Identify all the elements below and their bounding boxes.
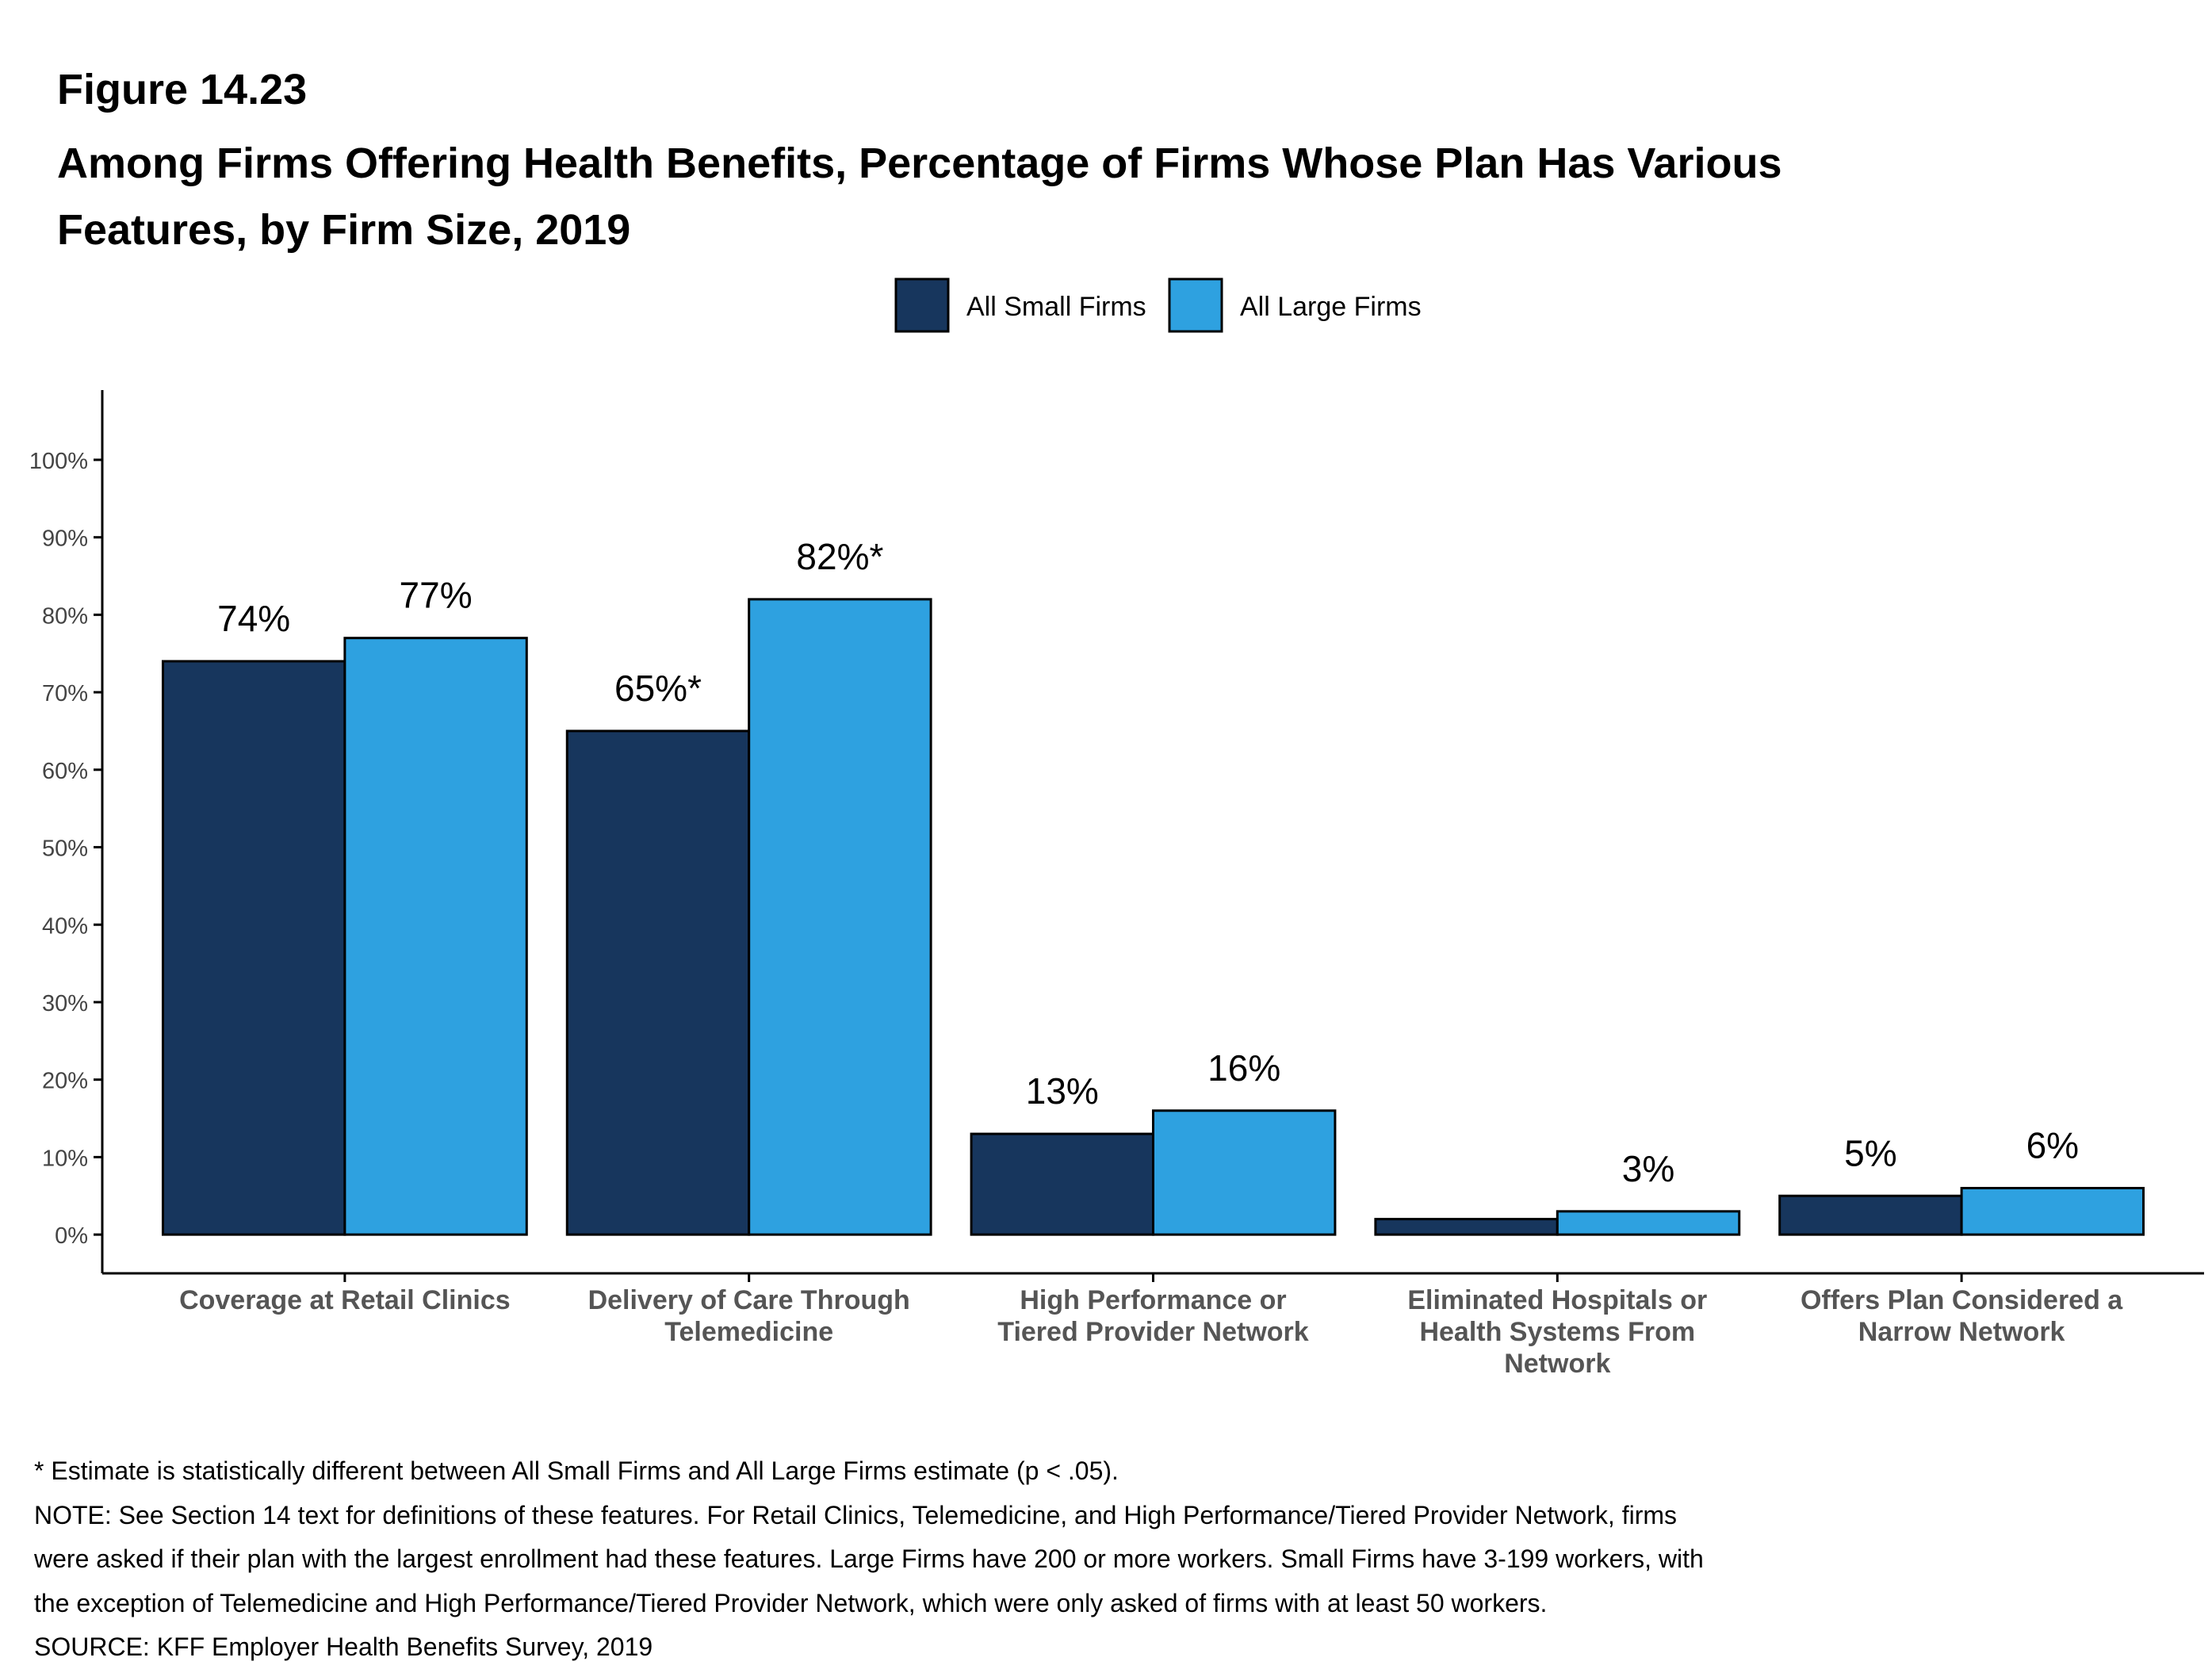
y-tick-label: 30% <box>42 991 88 1016</box>
footnote: * Estimate is statistically different be… <box>34 1456 1119 1485</box>
bar <box>1556 1210 1741 1236</box>
legend-label: All Small Firms <box>966 292 1146 322</box>
value-label: 13% <box>1026 1070 1099 1112</box>
footnote: the exception of Telemedicine and High P… <box>34 1588 1548 1617</box>
value-label: 65%* <box>614 668 702 709</box>
y-tick-label: 0% <box>55 1223 88 1249</box>
value-label: 16% <box>1207 1047 1280 1089</box>
bar <box>1960 1187 2145 1236</box>
y-tick-label: 80% <box>42 603 88 629</box>
value-label: 74% <box>217 598 290 639</box>
x-tick-label: Eliminated Hospitals or Health Systems F… <box>1407 1285 1708 1379</box>
bar <box>748 598 932 1236</box>
y-tick-label: 70% <box>42 681 88 706</box>
bar <box>1152 1109 1337 1236</box>
y-tick-label: 20% <box>42 1069 88 1094</box>
bar <box>343 637 528 1236</box>
footnote: were asked if their plan with the larges… <box>34 1544 1704 1573</box>
y-tick-label: 50% <box>42 836 88 862</box>
value-label: 6% <box>2026 1125 2079 1166</box>
bar <box>1778 1194 1963 1236</box>
footnote: NOTE: See Section 14 text for definition… <box>34 1500 1677 1529</box>
legend-swatch <box>894 278 950 333</box>
y-tick-label: 60% <box>42 759 88 784</box>
y-tick-label: 10% <box>42 1146 88 1171</box>
legend-swatch <box>1168 278 1223 333</box>
y-tick-label: 40% <box>42 913 88 939</box>
value-label: 3% <box>1622 1148 1674 1189</box>
figure-label: Figure 14.23 <box>57 66 308 113</box>
value-label: 82%* <box>796 536 883 577</box>
footnote: SOURCE: KFF Employer Health Benefits Sur… <box>34 1632 653 1661</box>
y-tick-label: 90% <box>42 526 88 552</box>
x-tick-label: Delivery of Care Through Telemedicine <box>587 1285 910 1347</box>
bar <box>161 660 346 1236</box>
value-label: 77% <box>400 575 473 616</box>
x-tick-label: Offers Plan Considered a Narrow Network <box>1800 1285 2123 1347</box>
chart-title: Among Firms Offering Health Benefits, Pe… <box>57 140 1782 254</box>
x-tick-label: High Performance or Tiered Provider Netw… <box>997 1285 1309 1347</box>
bar <box>1374 1218 1559 1236</box>
y-tick-label: 100% <box>29 449 88 474</box>
x-tick-label: Coverage at Retail Clinics <box>179 1285 511 1315</box>
legend-label: All Large Firms <box>1240 292 1422 322</box>
value-label: 5% <box>1844 1132 1896 1173</box>
bar <box>565 729 751 1236</box>
bar <box>970 1132 1155 1236</box>
